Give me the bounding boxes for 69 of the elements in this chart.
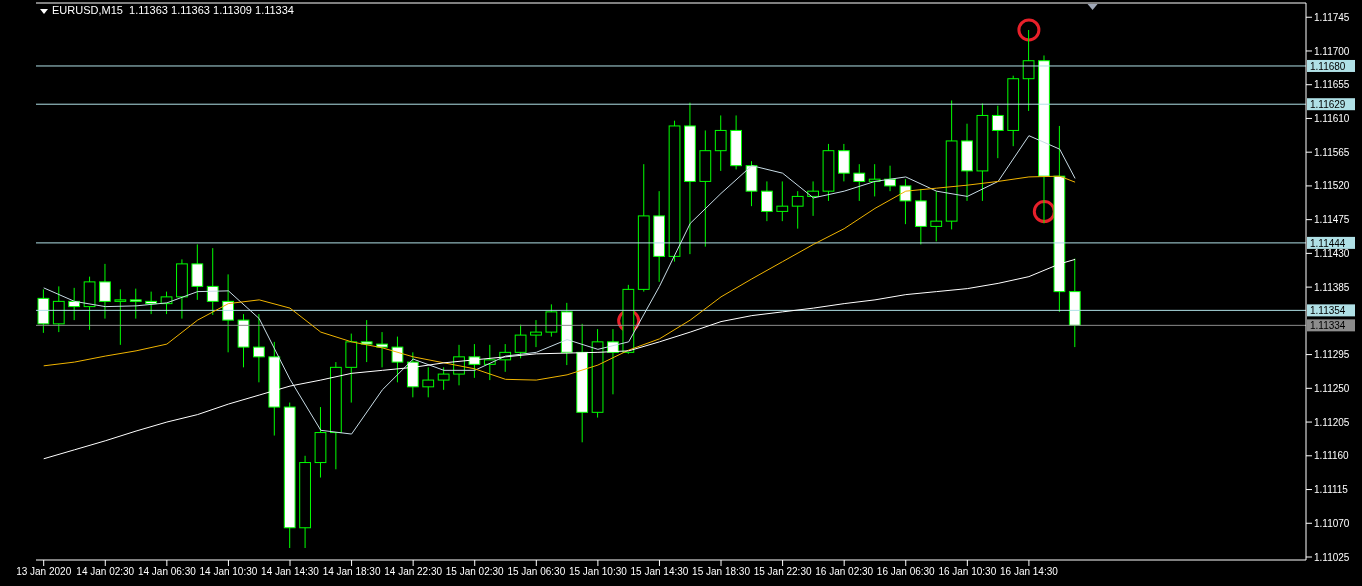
candlestick bbox=[376, 331, 388, 368]
x-tick-label: 14 Jan 18:30 bbox=[322, 566, 381, 578]
line-series bbox=[43, 135, 1076, 435]
chart-title: EURUSD,M15 1.11363 1.11363 1.11309 1.11334 bbox=[52, 4, 294, 16]
candlestick bbox=[991, 105, 1004, 159]
y-tick-label: 1.11610 bbox=[1314, 113, 1350, 124]
ref-line-label: 1.11444 bbox=[1310, 237, 1346, 249]
candlestick bbox=[253, 313, 265, 383]
candlestick bbox=[191, 243, 204, 301]
y-tick-label: 1.11250 bbox=[1314, 382, 1350, 394]
candlestick bbox=[52, 285, 65, 333]
x-tick-label: 16 Jan 14:30 bbox=[999, 566, 1059, 578]
y-tick-label: 1.11745 bbox=[1314, 11, 1350, 23]
y-tick-label: 1.11115 bbox=[1314, 484, 1349, 496]
candlestick bbox=[99, 263, 111, 320]
x-tick-label: 15 Jan 18:30 bbox=[692, 566, 751, 578]
candlestick bbox=[899, 178, 912, 225]
y-tick-label: 1.11295 bbox=[1314, 349, 1350, 361]
x-tick-label: 16 Jan 10:30 bbox=[938, 566, 997, 578]
candlestick bbox=[884, 165, 896, 192]
y-tick-label: 1.11655 bbox=[1314, 79, 1350, 91]
y-tick-label: 1.11205 bbox=[1314, 416, 1350, 428]
candlestick bbox=[222, 273, 234, 353]
x-tick-label: 14 Jan 22:30 bbox=[384, 566, 443, 578]
candlestick bbox=[761, 180, 773, 222]
candlestick bbox=[1022, 29, 1035, 112]
x-tick-label: 15 Jan 06:30 bbox=[507, 566, 566, 578]
x-tick-label: 15 Jan 22:30 bbox=[753, 566, 812, 578]
candlestick bbox=[391, 336, 404, 383]
x-tick-label: 14 Jan 10:30 bbox=[199, 566, 258, 578]
ref-line-label: 1.11334 bbox=[1310, 320, 1346, 332]
y-tick-label: 1.11475 bbox=[1314, 214, 1350, 226]
ref-line-label: 1.11354 bbox=[1310, 305, 1346, 317]
y-tick-label: 1.11520 bbox=[1314, 180, 1350, 192]
candlestick bbox=[129, 288, 142, 320]
y-tick-label: 1.11025 bbox=[1314, 551, 1350, 563]
y-tick-label: 1.11070 bbox=[1314, 517, 1350, 529]
candlestick bbox=[714, 114, 727, 172]
candlestick bbox=[422, 366, 435, 398]
x-tick-label: 13 Jan 2020 bbox=[16, 566, 72, 578]
candlestick bbox=[776, 180, 789, 222]
line-series bbox=[43, 175, 1076, 381]
candlestick bbox=[437, 366, 450, 391]
candlestick bbox=[514, 324, 527, 359]
x-tick-label: 15 Jan 10:30 bbox=[568, 566, 628, 578]
x-tick-label: 14 Jan 02:30 bbox=[76, 566, 135, 578]
x-tick-label: 14 Jan 06:30 bbox=[137, 566, 197, 578]
candlestick bbox=[468, 343, 481, 379]
y-tick-label: 1.11430 bbox=[1314, 247, 1350, 259]
ref-line-label: 1.11629 bbox=[1310, 99, 1346, 111]
candlestick bbox=[530, 319, 542, 348]
candlestick bbox=[853, 163, 866, 202]
candlestick bbox=[206, 247, 219, 316]
y-tick-label: 1.11385 bbox=[1314, 281, 1350, 293]
candlestick bbox=[837, 143, 850, 182]
candlestick bbox=[791, 190, 804, 230]
x-tick-label: 16 Jan 06:30 bbox=[876, 566, 936, 578]
y-tick-label: 1.11160 bbox=[1314, 450, 1350, 462]
ref-line-label: 1.11680 bbox=[1310, 60, 1346, 72]
candlestick bbox=[930, 190, 943, 242]
x-tick-label: 15 Jan 02:30 bbox=[445, 566, 505, 578]
x-tick-label: 15 Jan 14:30 bbox=[630, 566, 689, 578]
y-tick-label: 1.11700 bbox=[1314, 45, 1350, 57]
x-tick-label: 14 Jan 14:30 bbox=[261, 566, 320, 578]
x-tick-label: 16 Jan 02:30 bbox=[815, 566, 874, 578]
candlestick bbox=[114, 288, 127, 346]
candlestick bbox=[360, 319, 373, 363]
candlestick bbox=[545, 303, 558, 338]
y-tick-label: 1.11565 bbox=[1314, 146, 1350, 158]
